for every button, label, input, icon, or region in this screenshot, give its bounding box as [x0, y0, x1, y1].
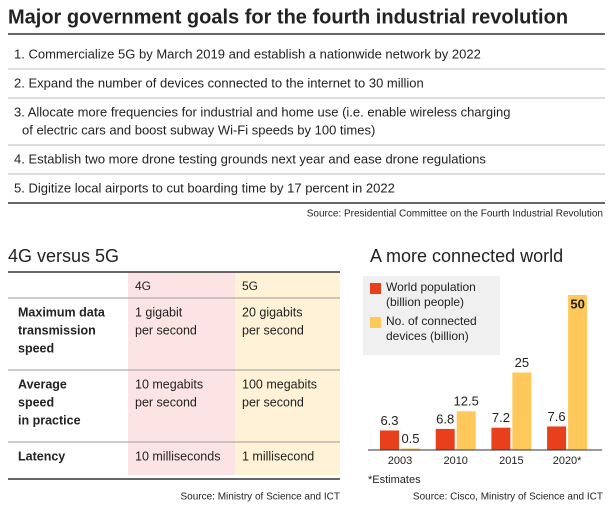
source: Source: Ministry of Science and ICT	[180, 492, 340, 503]
x-tick-label: 2015	[499, 455, 523, 467]
value-label: 25	[515, 355, 529, 370]
cell: per second	[242, 323, 304, 337]
column-header: 4G	[135, 279, 151, 293]
goal-text: 5. Digitize local airports to cut boardi…	[14, 180, 395, 195]
bar	[547, 426, 567, 450]
cell: 10 milliseconds	[135, 449, 220, 463]
legend-swatch	[370, 283, 381, 294]
legend-label: World population (billion people)	[386, 280, 476, 309]
goal-text: 2. Expand the number of devices connecte…	[14, 75, 424, 90]
cell: 20 gigabits	[242, 305, 302, 319]
row-label: Maximum data	[18, 305, 106, 319]
cell: 1 gigabit	[135, 305, 183, 319]
value-label: 6.3	[380, 413, 398, 428]
column-bg	[128, 272, 235, 475]
bar	[568, 295, 588, 450]
legend-entry: World population (billion people)	[386, 280, 476, 309]
bar	[491, 427, 511, 450]
chart-title: A more connected world	[370, 246, 563, 266]
x-tick-label: 2003	[388, 455, 412, 467]
cell: 100 megabits	[242, 377, 317, 391]
goal-text: 3. Allocate more frequencies for industr…	[14, 104, 510, 119]
goal-text: 1. Commercialize 5G by March 2019 and es…	[14, 46, 481, 61]
column-bg	[235, 272, 340, 475]
cell: per second	[135, 395, 197, 409]
cell: 1 millisecond	[242, 449, 314, 463]
x-tick-label: 2020*	[553, 455, 582, 467]
row-label: transmission	[18, 323, 96, 337]
bar	[380, 430, 399, 450]
bar	[456, 411, 476, 450]
table-title: 4G versus 5G	[8, 246, 119, 266]
legend-swatch	[370, 317, 381, 328]
legend-bg	[363, 276, 500, 355]
row-label: speed	[18, 341, 54, 355]
legend-label: No. of connected devices (billion)	[386, 314, 477, 343]
value-label: 7.6	[548, 409, 566, 424]
goal-text: of electric cars and boost subway Wi-Fi …	[22, 122, 375, 137]
legend-entry: No. of connected devices (billion)	[386, 314, 477, 343]
x-tick-label: 2010	[443, 455, 467, 467]
bar	[401, 448, 420, 450]
row-label: Average	[18, 377, 67, 391]
value-label: 7.2	[492, 410, 510, 425]
title: Major government goals for the fourth in…	[8, 6, 568, 28]
value-label: 6.8	[436, 411, 454, 426]
row-label: Latency	[18, 449, 65, 463]
row-label: speed	[18, 395, 54, 409]
source: Source: Cisco, Ministry of Science and I…	[413, 492, 603, 503]
cell: per second	[242, 395, 304, 409]
note: *Estimates	[368, 474, 421, 486]
cell: 10 megabits	[135, 377, 203, 391]
bar	[512, 372, 532, 450]
value-label: 50	[570, 296, 584, 311]
goal-text: 4. Establish two more drone testing grou…	[14, 151, 486, 166]
source: Source: Presidential Committee on the Fo…	[307, 209, 603, 220]
cell: per second	[135, 323, 197, 337]
value-label: 0.5	[401, 431, 419, 446]
value-label: 12.5	[454, 394, 479, 409]
column-header: 5G	[242, 279, 258, 293]
row-label: in practice	[18, 413, 81, 427]
bar	[435, 428, 455, 450]
